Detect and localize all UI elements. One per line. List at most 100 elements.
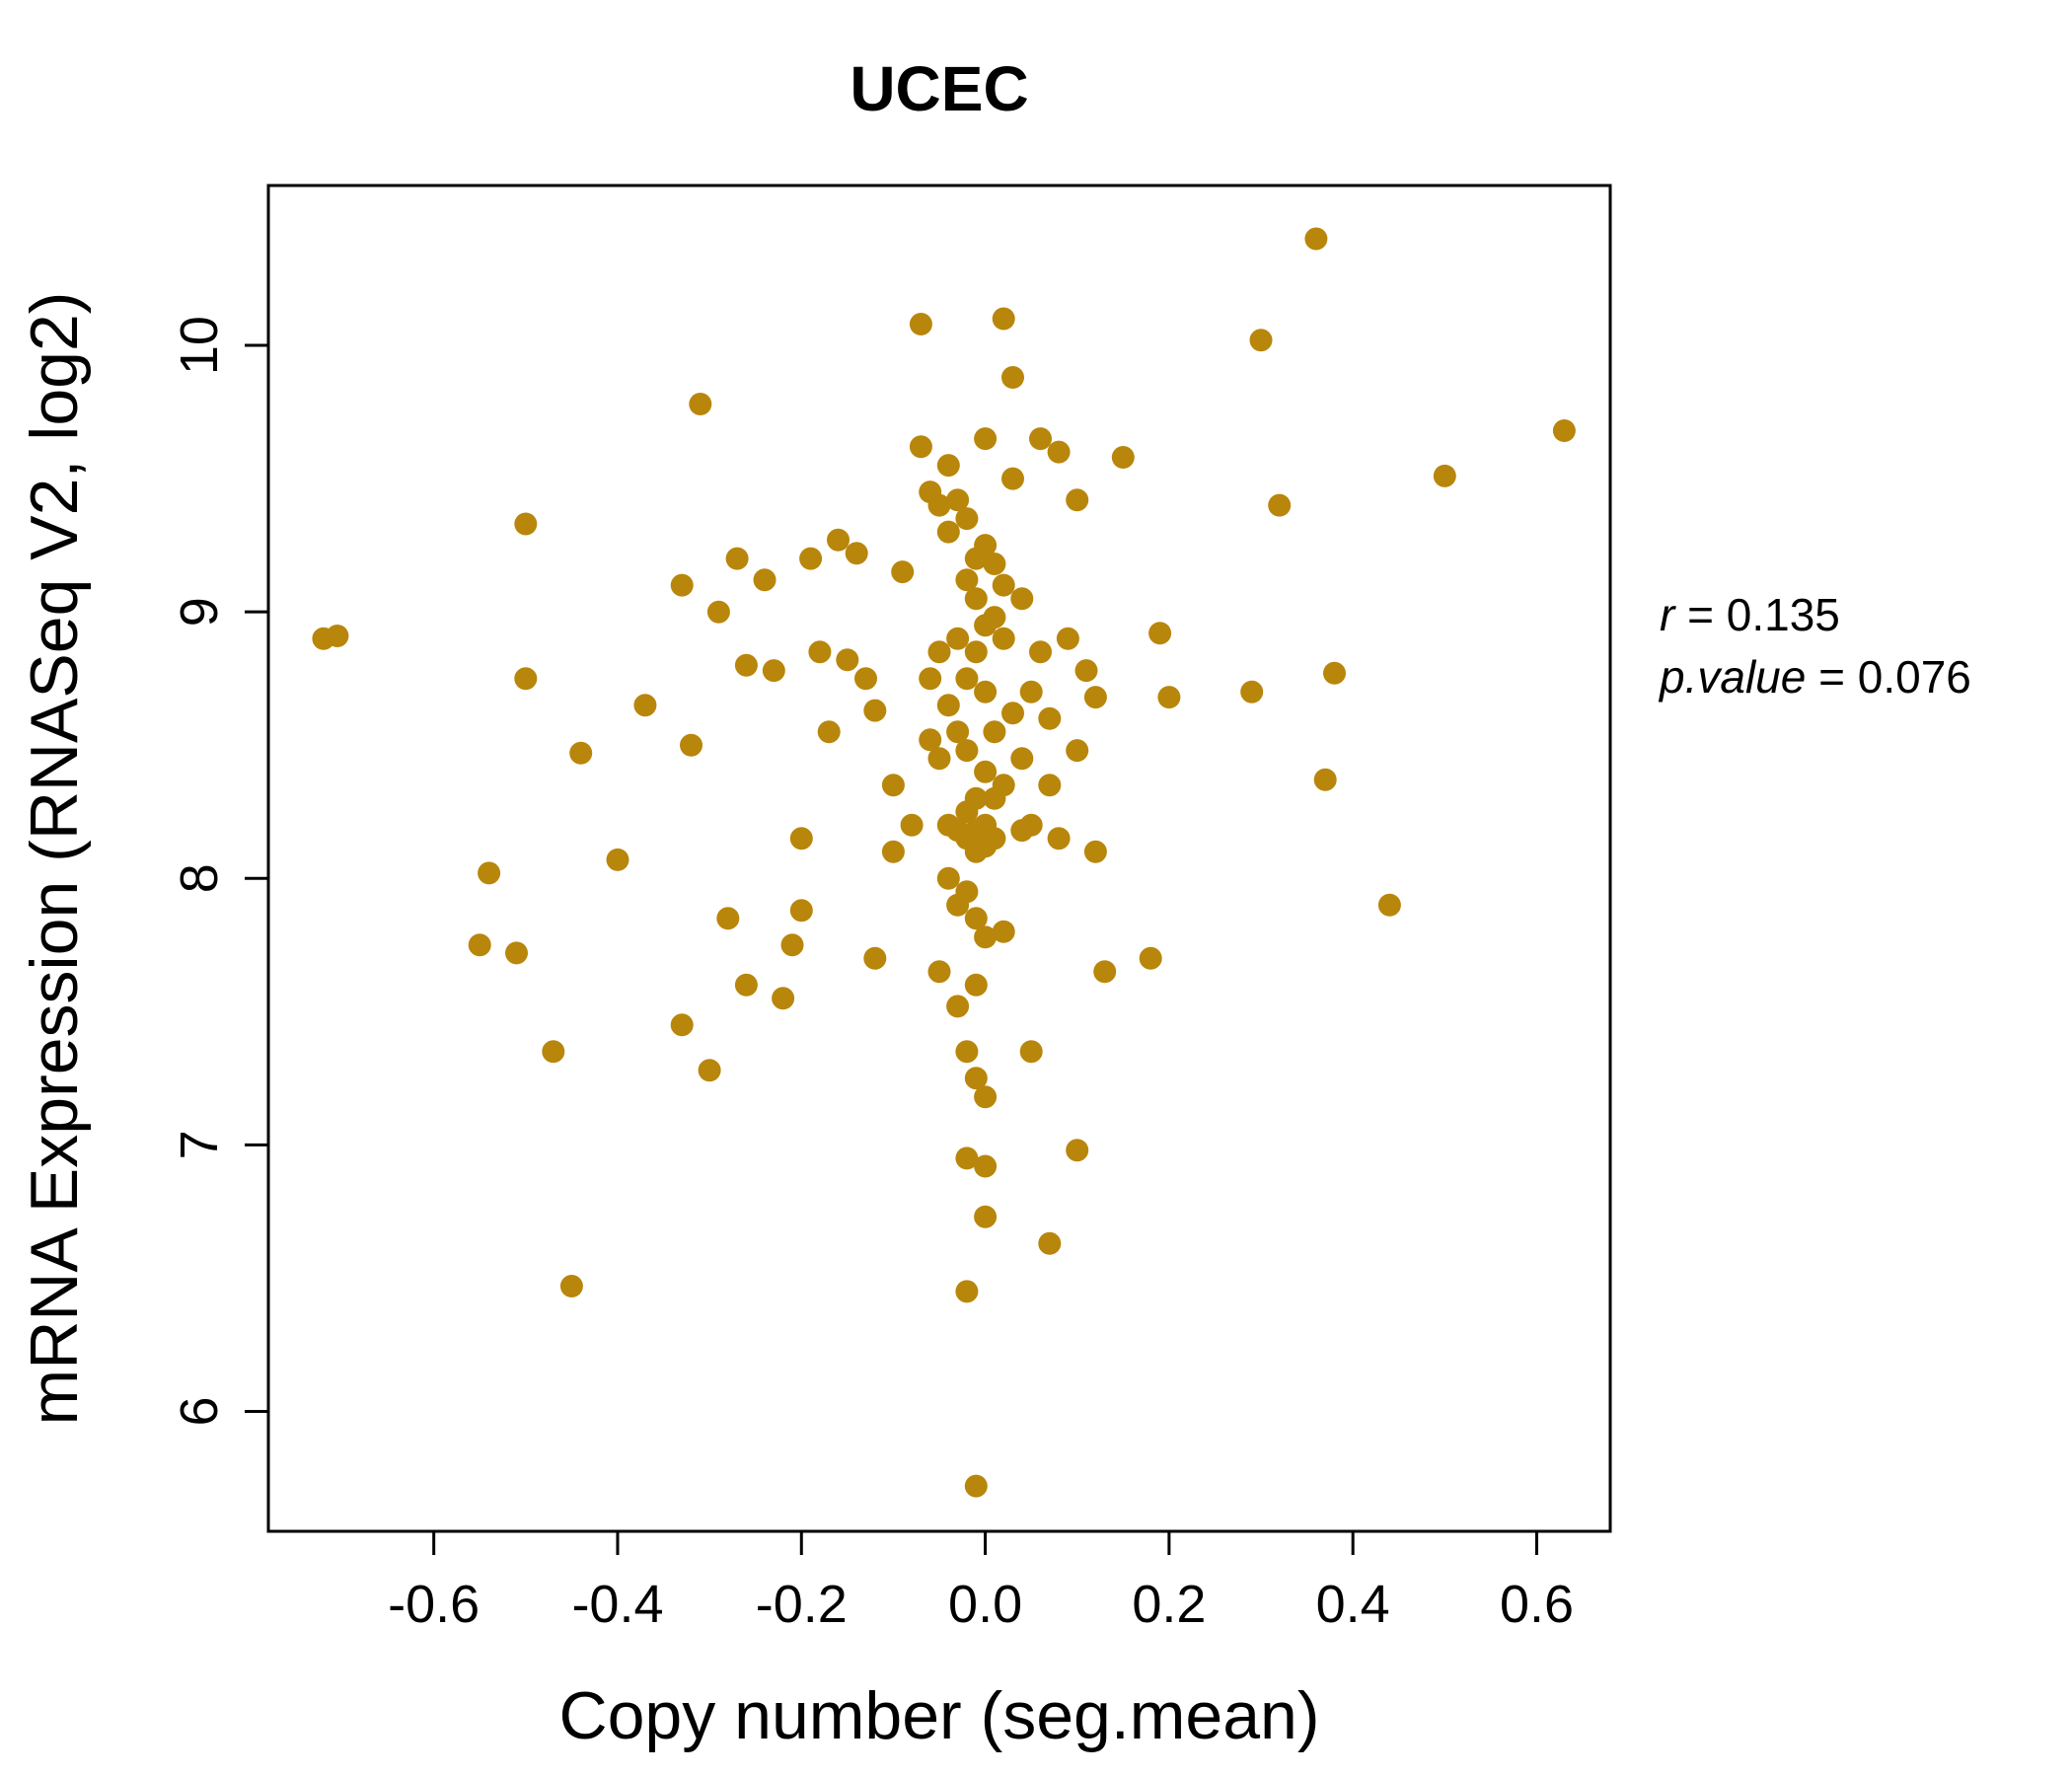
stats-p-value: = 0.076 xyxy=(1806,651,1971,703)
data-point xyxy=(1066,1139,1089,1162)
data-point xyxy=(909,435,932,459)
y-tick-label: 8 xyxy=(170,863,229,893)
data-point xyxy=(606,848,629,871)
data-point xyxy=(1001,702,1024,725)
data-point xyxy=(734,653,758,677)
data-point xyxy=(1047,827,1071,851)
x-tick-label: -0.2 xyxy=(756,1575,848,1634)
data-point xyxy=(1038,706,1062,730)
data-point xyxy=(734,973,758,997)
data-point xyxy=(1066,739,1089,763)
data-point xyxy=(1019,1040,1043,1064)
data-point xyxy=(983,827,1006,851)
data-point xyxy=(808,640,832,664)
data-point xyxy=(964,640,988,664)
data-point xyxy=(1304,227,1328,251)
data-point xyxy=(1249,329,1273,352)
data-point xyxy=(927,960,951,984)
data-point xyxy=(854,667,877,691)
data-point xyxy=(983,606,1006,629)
data-point xyxy=(992,573,1015,597)
stats-p-line: p.value = 0.076 xyxy=(1660,646,1971,708)
data-point xyxy=(670,1013,694,1037)
data-point xyxy=(955,1280,979,1303)
data-point xyxy=(946,720,970,744)
data-point xyxy=(689,393,712,415)
data-point xyxy=(762,659,785,683)
data-point xyxy=(1323,661,1346,685)
data-point xyxy=(1313,768,1337,791)
y-axis: 6 7 8 9 10 xyxy=(170,316,268,1426)
x-tick-label: 0.4 xyxy=(1316,1575,1390,1634)
data-point xyxy=(881,774,905,797)
data-point xyxy=(946,627,970,650)
data-point xyxy=(1074,659,1098,683)
data-point xyxy=(974,1085,998,1109)
data-point xyxy=(836,648,859,672)
data-point xyxy=(992,774,1015,797)
data-point xyxy=(1240,680,1264,703)
data-point xyxy=(964,1067,988,1090)
data-point xyxy=(1093,960,1117,984)
y-tick-label: 7 xyxy=(170,1130,229,1159)
data-point xyxy=(964,907,988,930)
data-point xyxy=(863,699,887,722)
data-point xyxy=(983,553,1006,575)
data-point xyxy=(1111,446,1135,469)
x-axis: -0.6 -0.4 -0.2 0.0 0.2 0.4 0.6 xyxy=(388,1531,1574,1634)
data-point xyxy=(633,694,657,717)
data-point xyxy=(955,739,979,763)
data-point xyxy=(927,747,951,771)
data-point xyxy=(936,866,960,890)
data-point xyxy=(964,587,988,611)
y-tick-label: 9 xyxy=(170,597,229,627)
data-point xyxy=(725,547,749,570)
data-point xyxy=(919,667,942,691)
data-point xyxy=(863,946,887,970)
data-point xyxy=(827,528,850,552)
data-point xyxy=(698,1059,721,1082)
data-point xyxy=(992,920,1015,943)
data-point xyxy=(559,1275,583,1297)
data-point xyxy=(1019,813,1043,837)
data-point xyxy=(919,728,942,752)
data-point xyxy=(955,1040,979,1064)
data-point xyxy=(1010,587,1034,611)
data-point xyxy=(1047,440,1071,464)
data-point xyxy=(1083,840,1107,863)
data-point xyxy=(542,1040,565,1064)
data-point xyxy=(789,827,813,851)
data-point xyxy=(1001,467,1024,490)
data-point xyxy=(964,973,988,997)
x-axis-label: Copy number (seg.mean) xyxy=(558,1678,1319,1753)
data-point xyxy=(1377,893,1401,917)
data-point xyxy=(845,542,868,565)
data-point xyxy=(946,488,970,512)
x-tick-label: -0.6 xyxy=(388,1575,480,1634)
data-point xyxy=(983,720,1006,744)
y-axis-label: mRNA Expression (RNASeq V2, log2) xyxy=(17,292,92,1426)
data-point xyxy=(974,680,998,703)
data-point xyxy=(1019,680,1043,703)
data-point xyxy=(955,507,979,531)
stats-r-var: r xyxy=(1660,589,1675,640)
data-point xyxy=(1083,686,1107,709)
data-point xyxy=(716,907,740,930)
data-point xyxy=(974,925,998,949)
data-point xyxy=(1038,774,1062,797)
data-point xyxy=(1029,640,1052,664)
data-point xyxy=(955,568,979,592)
data-point xyxy=(946,995,970,1018)
data-point xyxy=(936,694,960,717)
data-point xyxy=(936,520,960,544)
data-point xyxy=(1038,1231,1062,1255)
stats-r-line: r = 0.135 xyxy=(1660,584,1971,646)
y-tick-label: 6 xyxy=(170,1396,229,1426)
data-point xyxy=(514,512,538,536)
plot-box xyxy=(266,184,1612,1533)
data-point xyxy=(706,600,730,624)
data-point xyxy=(1268,493,1292,517)
data-point xyxy=(817,720,841,744)
data-point xyxy=(974,534,998,557)
